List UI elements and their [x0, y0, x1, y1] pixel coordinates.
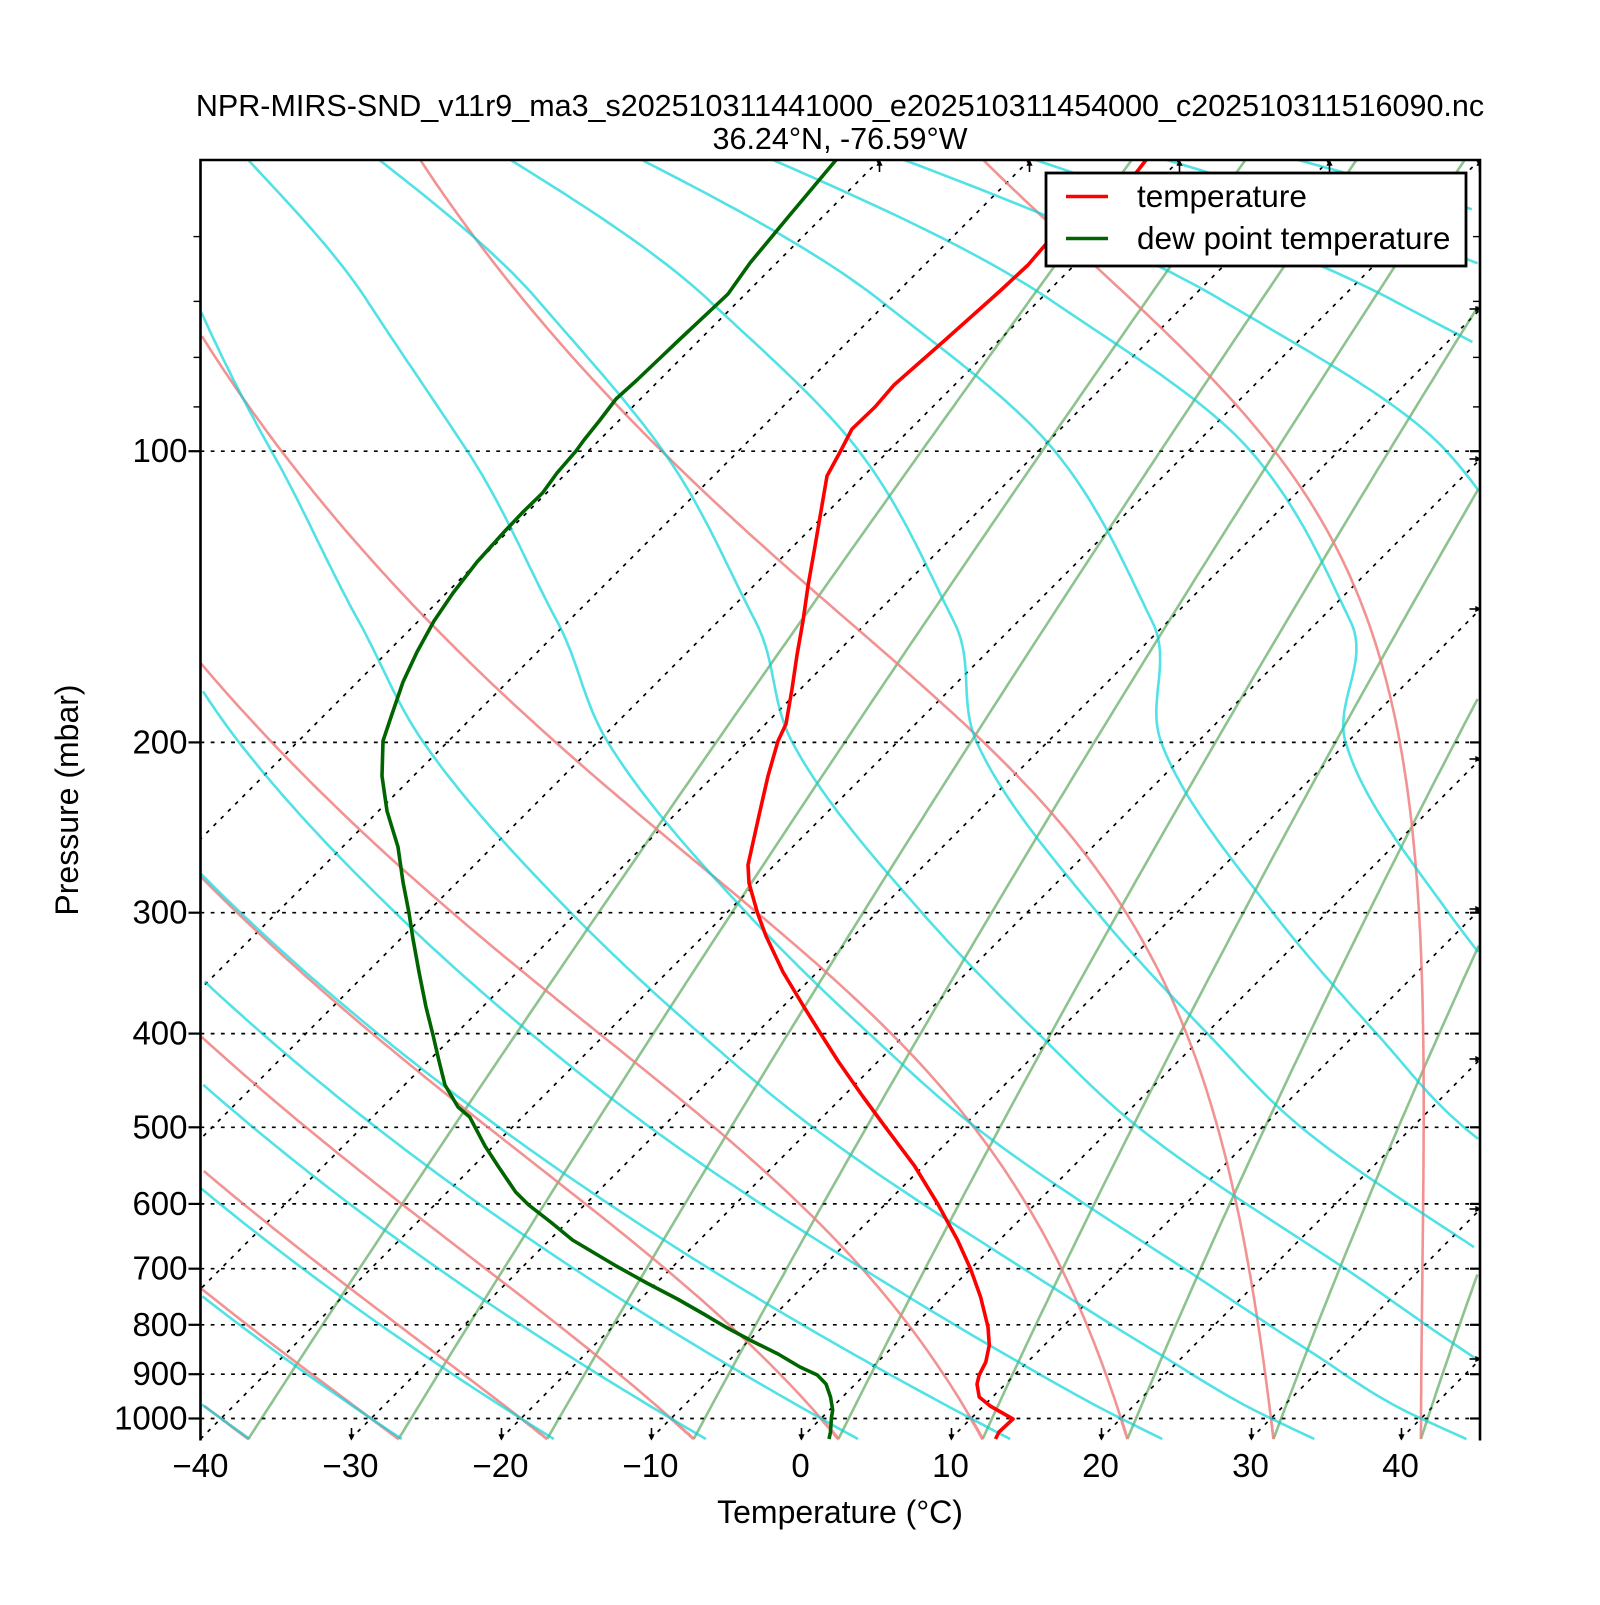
svg-text:100: 100: [132, 432, 187, 469]
svg-text:Pressure (mbar): Pressure (mbar): [49, 684, 85, 915]
svg-text:600: 600: [132, 1185, 187, 1222]
svg-text:−40: −40: [173, 1447, 229, 1484]
svg-text:10: 10: [932, 1447, 969, 1484]
svg-text:temperature: temperature: [1137, 178, 1307, 214]
svg-text:900: 900: [132, 1355, 187, 1392]
svg-text:0: 0: [791, 1447, 809, 1484]
svg-text:−10: −10: [623, 1447, 679, 1484]
svg-text:dew point temperature: dew point temperature: [1137, 220, 1450, 256]
svg-text:−20: −20: [473, 1447, 529, 1484]
svg-text:36.24°N, -76.59°W: 36.24°N, -76.59°W: [713, 122, 968, 156]
svg-text:500: 500: [132, 1108, 187, 1145]
svg-text:1000: 1000: [114, 1400, 187, 1437]
svg-text:400: 400: [132, 1015, 187, 1052]
svg-text:300: 300: [132, 894, 187, 931]
svg-text:40: 40: [1382, 1447, 1419, 1484]
svg-text:NPR-MIRS-SND_v11r9_ma3_s202510: NPR-MIRS-SND_v11r9_ma3_s202510311441000_…: [196, 89, 1484, 123]
svg-text:30: 30: [1232, 1447, 1269, 1484]
svg-text:700: 700: [132, 1250, 187, 1287]
svg-text:Temperature (°C): Temperature (°C): [717, 1494, 963, 1530]
svg-text:−30: −30: [323, 1447, 379, 1484]
svg-text:20: 20: [1082, 1447, 1119, 1484]
svg-text:800: 800: [132, 1306, 187, 1343]
svg-text:200: 200: [132, 723, 187, 760]
